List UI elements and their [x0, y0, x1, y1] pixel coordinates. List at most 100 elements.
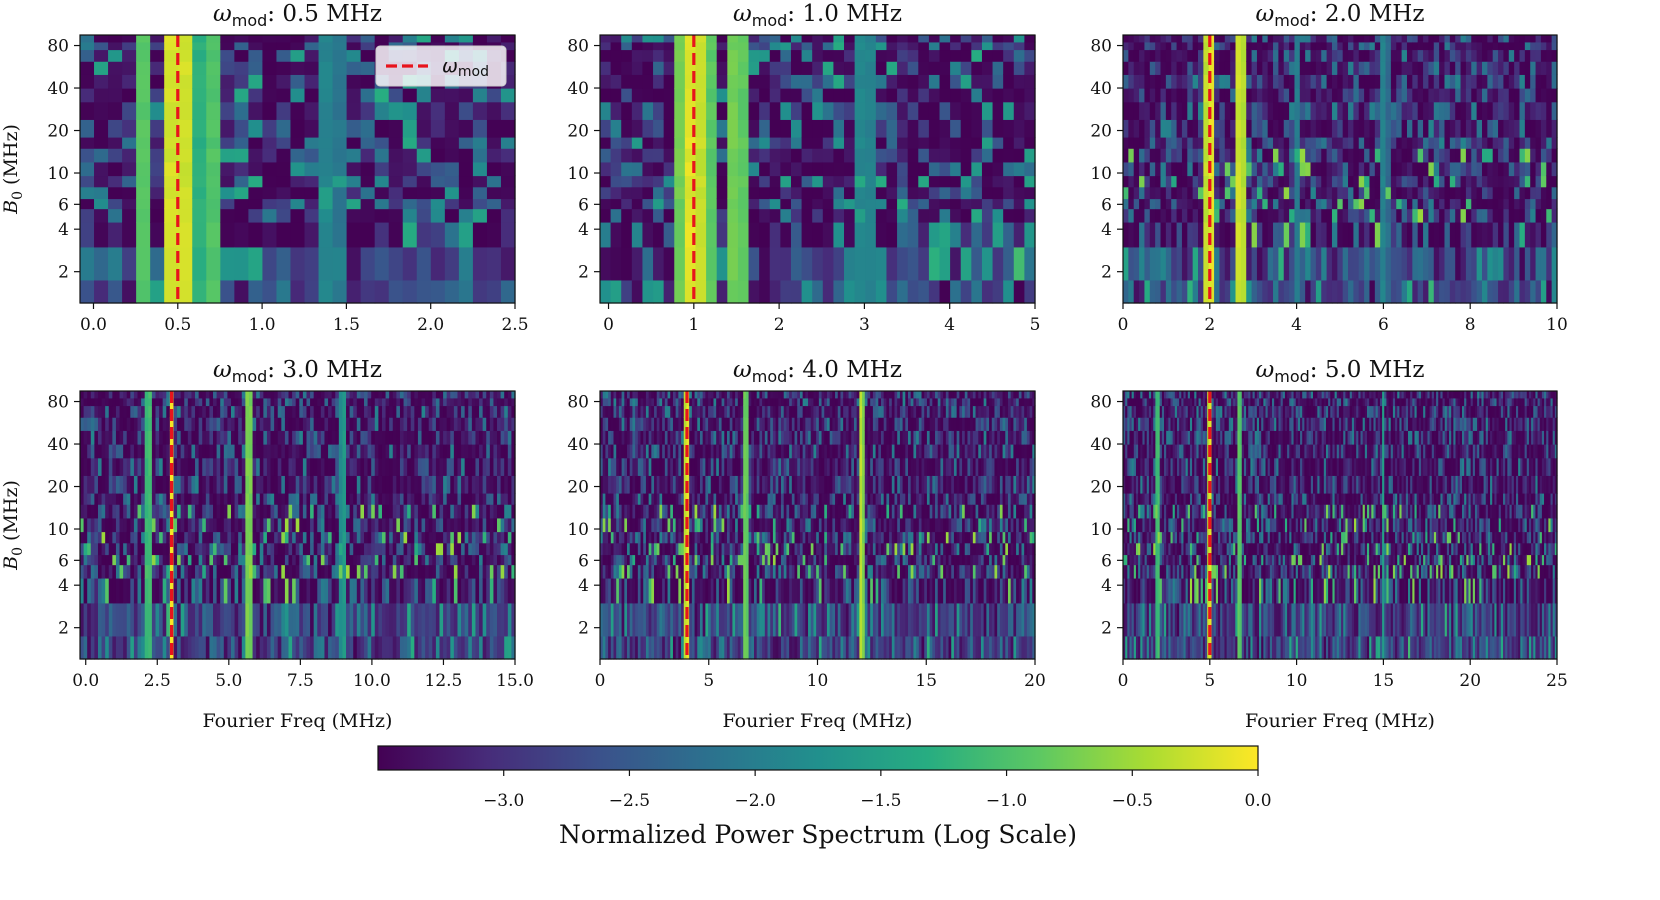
heatmap-cell: [486, 119, 502, 138]
heatmap-cell: [414, 602, 419, 637]
heatmap-cell: [1444, 279, 1451, 304]
heatmap-cell: [1374, 175, 1381, 188]
heatmap-cell: [252, 517, 257, 533]
heatmap-cell: [748, 148, 760, 163]
heatmap-cell: [164, 221, 179, 248]
heatmap-cell: [295, 397, 300, 407]
heatmap-cell: [94, 61, 109, 75]
heatmap-cell: [83, 554, 88, 566]
heatmap-cell: [150, 61, 165, 75]
heatmap-cell: [349, 391, 354, 399]
heatmap-cell: [600, 88, 612, 103]
heatmap-cell: [266, 554, 272, 566]
heatmap-cell: [184, 457, 189, 476]
heatmap-cell: [453, 564, 459, 579]
heatmap-cell: [950, 221, 962, 248]
heatmap-cell: [446, 391, 451, 399]
heatmap-cell: [94, 161, 109, 177]
heatmap-cell: [1246, 161, 1253, 177]
heatmap-cell: [97, 444, 103, 459]
heatmap-cell: [1342, 208, 1349, 223]
heatmap-cell: [960, 88, 972, 103]
heatmap-cell: [1214, 41, 1221, 51]
heatmap-cell: [886, 49, 898, 62]
heatmap-cell: [101, 457, 106, 476]
heatmap-cell: [360, 391, 365, 399]
heatmap-cell: [1412, 101, 1419, 120]
heatmap-cell: [1406, 88, 1413, 103]
heatmap-cell: [115, 397, 121, 407]
heatmap-cell: [97, 577, 103, 604]
heatmap-cell: [187, 517, 193, 533]
heatmap-cell: [108, 430, 113, 445]
heatmap-cell: [1444, 148, 1451, 163]
heatmap-cell: [381, 577, 387, 604]
heatmap-cell: [1165, 35, 1172, 43]
heatmap-cell: [133, 457, 139, 476]
heatmap-cell: [1439, 221, 1446, 248]
heatmap-cell: [1546, 61, 1553, 75]
heatmap-cell: [1310, 246, 1317, 281]
heatmap-cell: [1417, 74, 1424, 89]
heatmap-cell: [241, 457, 246, 476]
heatmap-cell: [252, 635, 257, 660]
heatmap-cell: [364, 554, 369, 566]
heatmap-cell: [674, 208, 686, 223]
heatmap-cell: [1465, 136, 1472, 149]
heatmap-cell: [115, 391, 121, 399]
heatmap-cell: [295, 577, 300, 604]
heatmap-cell: [1503, 136, 1510, 149]
heatmap-cell: [1465, 49, 1472, 62]
heatmap-cell: [450, 577, 455, 604]
heatmap-cell: [80, 279, 95, 304]
heatmap-cell: [1230, 61, 1237, 75]
heatmap-cell: [364, 517, 369, 533]
heatmap-cell: [1273, 35, 1279, 43]
heatmap-cell: [435, 492, 441, 505]
heatmap-cell: [1369, 198, 1376, 210]
heatmap-cell: [173, 475, 178, 494]
heatmap-cell: [897, 49, 909, 62]
heatmap-cell: [812, 208, 824, 223]
heatmap-cell: [216, 635, 221, 660]
heatmap-cell: [1160, 246, 1167, 281]
heatmap-cell: [101, 417, 106, 431]
heatmap-cell: [425, 444, 430, 459]
heatmap-cell: [684, 186, 697, 200]
heatmap-cell: [177, 444, 182, 459]
heatmap-cell: [159, 602, 164, 637]
heatmap-cell: [886, 88, 898, 103]
heatmap-cell: [504, 397, 509, 407]
heatmap-cell: [388, 198, 404, 210]
heatmap-cell: [1540, 41, 1547, 51]
heatmap-cell: [80, 444, 85, 459]
heatmap-cell: [1492, 175, 1499, 188]
heatmap-cell: [360, 577, 365, 604]
heatmap-cell: [248, 41, 264, 51]
heatmap-cell: [1219, 49, 1226, 62]
heatmap-cell: [1160, 49, 1167, 62]
heatmap-cell: [1326, 119, 1333, 138]
heatmap-cell: [1401, 148, 1408, 163]
heatmap-cell: [631, 246, 644, 281]
heatmap-cell: [202, 517, 207, 533]
heatmap-cell: [1289, 221, 1296, 248]
heatmap-cell: [822, 161, 835, 177]
heatmap-cell: [399, 531, 405, 544]
heatmap-cell: [695, 101, 707, 120]
heatmap-cell: [444, 161, 460, 177]
heatmap-cell: [479, 492, 484, 505]
heatmap-cell: [458, 35, 474, 43]
heatmap-cell: [178, 198, 193, 210]
heatmap-cell: [1326, 198, 1333, 210]
heatmap-cell: [266, 542, 272, 556]
heatmap-cell: [101, 397, 106, 407]
heatmap-cell: [227, 397, 232, 407]
heatmap-cell: [155, 444, 160, 459]
heatmap-cell: [192, 198, 207, 210]
heatmap-cell: [403, 457, 408, 476]
heatmap-cell: [1289, 198, 1296, 210]
heatmap-cell: [338, 397, 344, 407]
heatmap-cell: [1315, 41, 1322, 51]
heatmap-cell: [1187, 208, 1194, 223]
